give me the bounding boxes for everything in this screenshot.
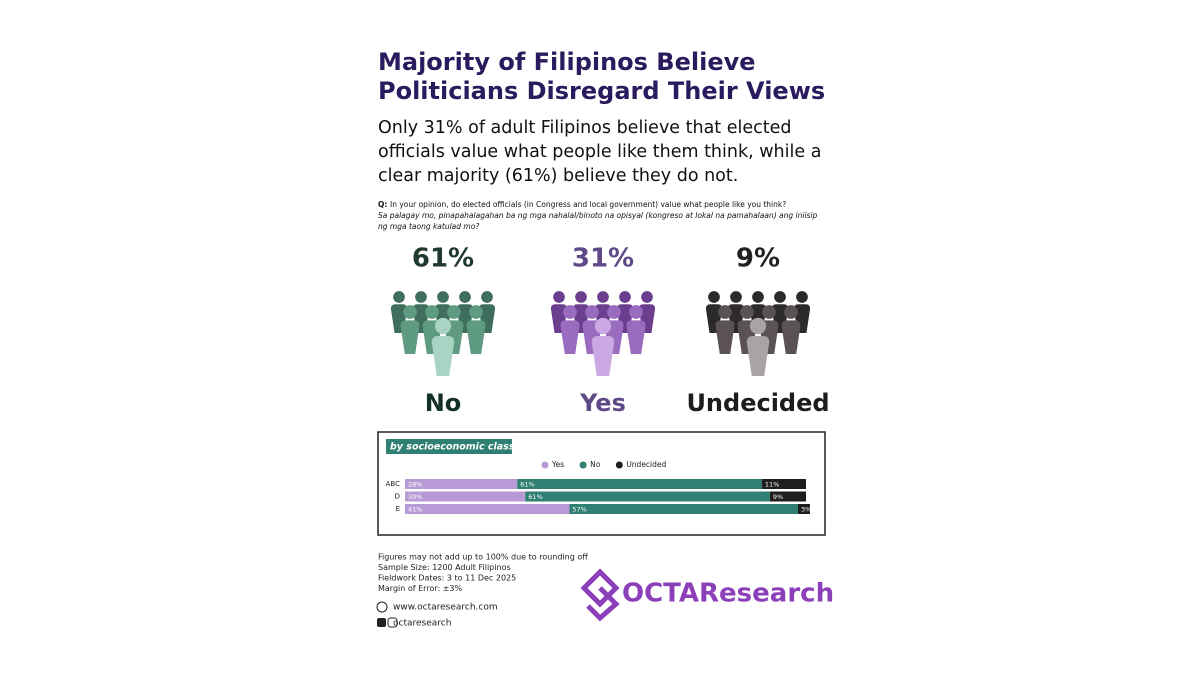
- y-tick-label: ABC: [386, 480, 400, 488]
- bar-segment: [405, 479, 518, 489]
- bar-segment: [797, 504, 810, 514]
- chart-title-bg: [386, 439, 512, 454]
- bar-value-label: 41%: [408, 506, 422, 514]
- website: www.octaresearch.com: [393, 603, 498, 613]
- person-head: [774, 291, 786, 303]
- person-head: [762, 305, 776, 319]
- person-head: [784, 305, 798, 319]
- logo-mark: [580, 568, 620, 622]
- person-head: [447, 305, 461, 319]
- bar-segment: [569, 504, 798, 514]
- person-head: [553, 291, 565, 303]
- person-head: [393, 291, 405, 303]
- person-head: [752, 291, 764, 303]
- person-head: [641, 291, 653, 303]
- headline-label: Undecided: [686, 389, 829, 417]
- bar-segment: [405, 504, 570, 514]
- bar-segment: [761, 479, 806, 489]
- person-body: [400, 320, 420, 354]
- person-body: [626, 320, 646, 354]
- person-head: [619, 291, 631, 303]
- person-head: [594, 317, 612, 335]
- person-head: [469, 305, 483, 319]
- person-body: [466, 320, 486, 354]
- bar-value-label: 61%: [528, 493, 542, 501]
- person-head: [629, 305, 643, 319]
- person-head: [740, 305, 754, 319]
- person-head: [481, 291, 493, 303]
- legend-swatch: [579, 461, 587, 469]
- headline-percent: 61%: [412, 244, 474, 274]
- headline-percent: 31%: [572, 244, 634, 274]
- chart-frame: [377, 431, 826, 536]
- person-body: [715, 320, 735, 354]
- footer-note: Figures may not add up to 100% due to ro…: [378, 553, 588, 562]
- footer-note: Sample Size: 1200 Adult Filipinos: [378, 563, 511, 572]
- person-head: [796, 291, 808, 303]
- person-head: [459, 291, 471, 303]
- headline-label: Yes: [579, 389, 626, 417]
- bar-value-label: 28%: [408, 481, 422, 489]
- question-english: In your opinion, do elected officials (i…: [390, 200, 786, 209]
- bar-value-label: 11%: [765, 481, 779, 489]
- legend-swatch: [615, 461, 623, 469]
- bar-segment: [525, 491, 770, 502]
- person-head: [718, 305, 732, 319]
- instagram-icon: [387, 617, 398, 628]
- question-filipino: Sa palagay mo, pinapahalagahan ba ng mga…: [378, 211, 818, 231]
- footer-note: Fieldwork Dates: 3 to 11 Dec 2025: [378, 574, 516, 583]
- person-head: [585, 305, 599, 319]
- legend-label: No: [590, 460, 601, 469]
- subtitle: Only 31% of adult Filipinos believe that…: [378, 118, 821, 186]
- person-head: [749, 317, 767, 335]
- person-head: [708, 291, 720, 303]
- logo-text: OCTAResearch: [622, 579, 834, 609]
- facebook-icon: [377, 618, 386, 627]
- y-tick-label: E: [396, 505, 400, 513]
- people-icon: [705, 291, 811, 376]
- person-body: [746, 336, 770, 376]
- title: Majority of Filipinos Believe Politicians…: [378, 48, 825, 105]
- bar-value-label: 61%: [520, 481, 534, 489]
- legend-label: Undecided: [626, 460, 666, 469]
- bar-value-label: 57%: [572, 506, 586, 514]
- person-head: [607, 305, 621, 319]
- person-head: [437, 291, 449, 303]
- bar-segment: [769, 491, 806, 502]
- bar-value-label: 9%: [773, 493, 783, 501]
- bar-value-label: 30%: [408, 493, 422, 501]
- headline-percent: 9%: [736, 244, 780, 274]
- social: octaresearch: [393, 619, 451, 629]
- person-head: [730, 291, 742, 303]
- y-tick-label: D: [395, 493, 400, 501]
- legend-swatch: [541, 461, 549, 469]
- person-body: [591, 336, 615, 376]
- people-icon: [390, 291, 496, 376]
- person-head: [415, 291, 427, 303]
- legend-label: Yes: [551, 460, 564, 469]
- person-head: [403, 305, 417, 319]
- person-head: [434, 317, 452, 335]
- headline-label: No: [425, 389, 462, 417]
- person-body: [560, 320, 580, 354]
- person-head: [563, 305, 577, 319]
- person-body: [431, 336, 455, 376]
- people-icon: [550, 291, 656, 376]
- globe-icon: [376, 601, 388, 613]
- person-head: [597, 291, 609, 303]
- chart-title: by socioeconomic class: [390, 442, 515, 453]
- footer-note: Margin of Error: ±3%: [378, 584, 463, 593]
- bar-value-label: 3%: [801, 506, 811, 514]
- person-head: [575, 291, 587, 303]
- person-body: [781, 320, 801, 354]
- person-head: [425, 305, 439, 319]
- bar-segment: [405, 491, 526, 502]
- bar-segment: [517, 479, 762, 489]
- question-prefix: Q:: [378, 200, 387, 209]
